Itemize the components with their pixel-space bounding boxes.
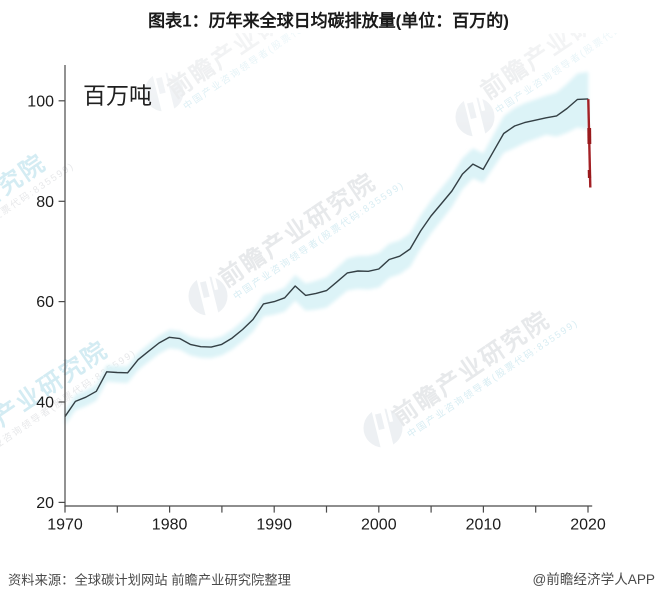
svg-text:资料来源：全球碳计划网站 前瞻产业研究院整理: 资料来源：全球碳计划网站 前瞻产业研究院整理 [8, 572, 291, 588]
svg-text:1980: 1980 [152, 517, 188, 534]
svg-text:2010: 2010 [466, 517, 502, 534]
svg-text:2000: 2000 [361, 517, 397, 534]
svg-text:60: 60 [36, 294, 54, 311]
svg-text:百万吨: 百万吨 [83, 83, 152, 109]
svg-text:20: 20 [36, 495, 54, 512]
svg-text:@前瞻经济学人APP: @前瞻经济学人APP [532, 571, 655, 587]
svg-text:2020: 2020 [570, 517, 606, 534]
svg-text:100: 100 [27, 93, 54, 110]
svg-text:1970: 1970 [47, 517, 83, 534]
svg-text:40: 40 [36, 395, 54, 412]
svg-text:图表1：历年来全球日均碳排放量(单位：百万的): 图表1：历年来全球日均碳排放量(单位：百万的) [148, 11, 509, 31]
svg-text:80: 80 [36, 194, 54, 211]
svg-text:1990: 1990 [256, 517, 292, 534]
